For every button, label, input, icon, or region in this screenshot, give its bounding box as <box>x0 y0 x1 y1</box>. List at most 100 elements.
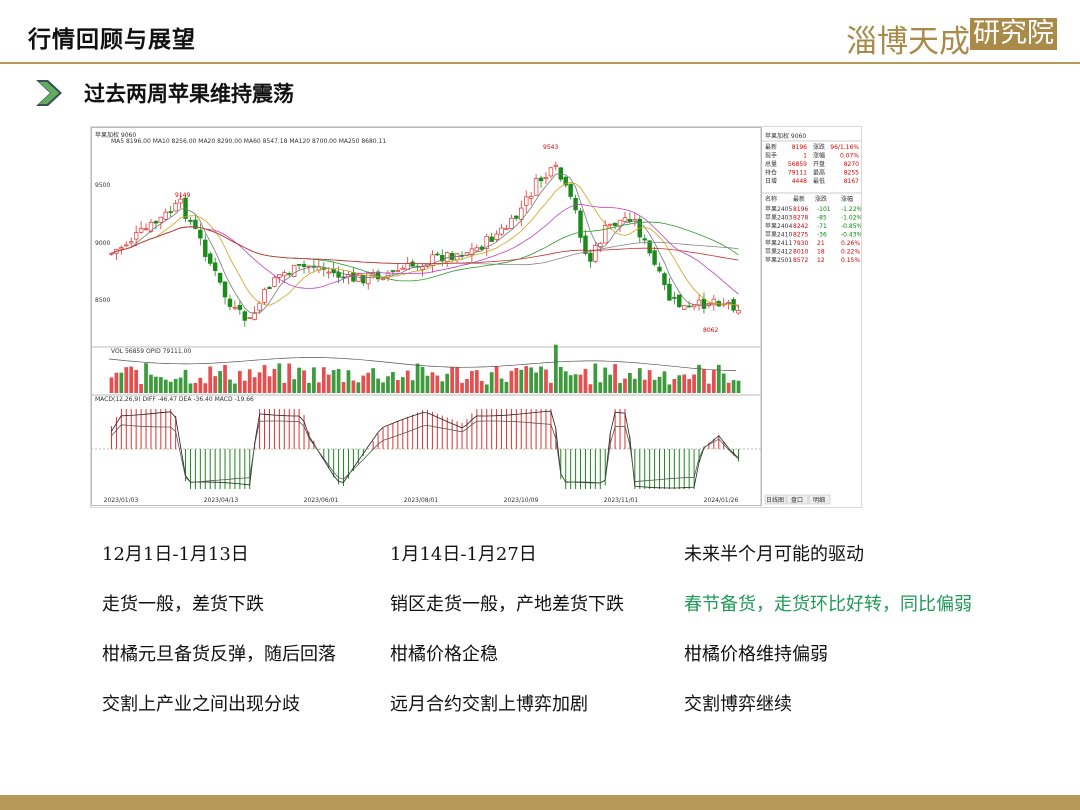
section-subtitle: 过去两周苹果维持震荡 <box>84 81 294 106</box>
volume-bar <box>707 383 711 393</box>
candle-body <box>153 220 159 224</box>
volume-bar <box>677 375 682 393</box>
candle-body <box>524 196 529 206</box>
volume-bar <box>208 366 213 393</box>
volume-bar <box>410 380 415 393</box>
volume-bar <box>484 384 489 393</box>
candle-body <box>622 217 628 222</box>
contract-name: 苹果2404 <box>765 222 792 230</box>
candle-body <box>301 264 307 267</box>
volume-bar <box>435 375 440 393</box>
volume-bar <box>262 365 267 393</box>
candle-body <box>474 247 480 252</box>
contract-change: 18 <box>817 249 825 256</box>
quote-tab-label: 盘口 <box>791 496 803 504</box>
header-divider <box>0 62 1080 64</box>
candle-body <box>598 242 603 248</box>
contract-change: 12 <box>817 257 825 264</box>
volume-bar <box>430 372 435 393</box>
contract-pct: 0.15% <box>841 257 860 264</box>
volume-bar <box>563 371 568 393</box>
contract-price: 8196 <box>793 206 808 213</box>
contract-name: 苹果2411 <box>765 239 792 247</box>
volume-bar <box>598 382 603 393</box>
volume-bar <box>731 380 736 393</box>
volume-bar <box>257 372 262 393</box>
contract-pct: -0.43% <box>841 232 861 239</box>
volume-bar <box>237 370 242 393</box>
volume-bar <box>455 367 459 393</box>
candle-body <box>593 245 598 262</box>
volume-bar <box>603 367 608 393</box>
volume-bar <box>144 363 148 393</box>
candle-body <box>380 278 386 281</box>
volume-bar <box>114 372 119 393</box>
candle-body <box>553 164 559 167</box>
open-interest-line <box>108 357 737 371</box>
candle-body <box>296 263 302 266</box>
candle-body <box>277 274 282 278</box>
volume-bar <box>381 382 385 393</box>
candle-body <box>193 219 198 229</box>
volume-bar <box>460 382 464 393</box>
volume-bar <box>307 382 311 393</box>
candle-body <box>188 220 193 222</box>
candle-body <box>484 235 489 249</box>
quote-label: 涨幅 <box>813 152 825 160</box>
chevron-right-icon <box>36 80 62 106</box>
candle-body <box>138 228 144 233</box>
volume-bar <box>652 379 657 393</box>
candle-body <box>217 272 223 283</box>
volume-bar <box>213 376 218 393</box>
candle-body <box>124 244 129 247</box>
volume-bar <box>553 344 558 393</box>
volume-bar <box>331 370 336 393</box>
volume-bar <box>158 377 163 393</box>
candle-body <box>400 267 406 270</box>
candle-body <box>212 262 218 271</box>
candle-body <box>133 232 139 240</box>
candle-body <box>548 167 554 177</box>
candle-body <box>642 238 647 241</box>
volume-bar <box>697 364 701 393</box>
candle-body <box>109 252 114 255</box>
quote-value: 0.07% <box>840 153 859 160</box>
quote-label: 开盘 <box>813 160 825 168</box>
volume-bar <box>124 367 129 393</box>
volume-bar <box>637 368 642 393</box>
quote-label: 日增 <box>765 177 777 185</box>
column-item: 柑橘价格企稳 <box>390 644 498 665</box>
quote-value: 8167 <box>844 178 859 185</box>
volume-bar <box>494 366 499 393</box>
contract-price: 8278 <box>793 215 808 222</box>
price-annotation: 9543 <box>543 144 558 151</box>
candle-body <box>158 216 164 223</box>
candle-body <box>143 228 149 230</box>
volume-bar <box>267 376 272 393</box>
quote-label: 涨跌 <box>813 143 825 151</box>
volume-bar <box>233 383 237 393</box>
quote-label: 最新 <box>765 143 777 151</box>
column-header: 12月1日-1月13日 <box>102 544 249 565</box>
candle-body <box>207 253 213 264</box>
candle-body <box>198 229 203 239</box>
candle-body <box>509 217 514 229</box>
candle-body <box>282 272 287 277</box>
volume-bar <box>583 368 588 393</box>
volume-bar <box>228 379 232 393</box>
candle-body <box>677 294 682 308</box>
candle-body <box>222 281 228 298</box>
volume-bar <box>242 380 247 393</box>
candle-body <box>237 304 243 310</box>
candle-body <box>672 297 677 299</box>
contract-header: 名称 <box>765 195 777 203</box>
volume-bar <box>376 378 380 393</box>
volume-bar <box>277 363 282 393</box>
column-item: 柑橘价格维持偏弱 <box>684 644 828 665</box>
volume-bar <box>524 366 529 393</box>
volume-bar <box>420 366 425 393</box>
candle-body <box>163 211 168 220</box>
volume-bar <box>371 368 376 393</box>
volume-bar <box>129 366 134 393</box>
candle-body <box>128 241 134 244</box>
